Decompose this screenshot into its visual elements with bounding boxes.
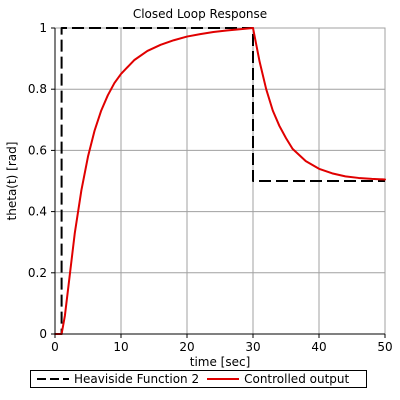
legend-entry-heaviside: Heaviside Function 2 [36, 372, 199, 386]
y-tick-label: 0.8 [28, 82, 47, 96]
y-axis-label: theta(t) [rad] [5, 142, 19, 221]
y-tick-label: 0.6 [28, 143, 47, 157]
x-tick-label: 40 [311, 340, 326, 354]
chart-title: Closed Loop Response [133, 7, 267, 21]
legend-swatch-heaviside [36, 374, 69, 384]
x-tick-label: 50 [377, 340, 392, 354]
y-tick-label: 0 [39, 327, 47, 341]
legend-swatch-controlled-output [206, 374, 240, 384]
series-line-controlled-output [54, 27, 386, 335]
tick-labels: 0 10 20 30 40 50 0 0.2 0.4 0.6 0.8 1 [28, 21, 393, 354]
legend-label-controlled-output: Controlled output [244, 372, 350, 386]
legend: Heaviside Function 2 Controlled output [30, 370, 367, 388]
legend-entry-controlled-output: Controlled output [206, 372, 349, 386]
x-tick-label: 30 [245, 340, 260, 354]
x-tick-label: 20 [179, 340, 194, 354]
y-tick-label: 0.4 [28, 205, 47, 219]
axes [51, 27, 386, 338]
y-tick-label: 0.2 [28, 266, 47, 280]
x-tick-label: 0 [51, 340, 59, 354]
y-tick-label: 1 [39, 21, 47, 35]
x-axis-label: time [sec] [190, 355, 251, 369]
legend-label-heaviside: Heaviside Function 2 [74, 372, 200, 386]
x-tick-label: 10 [113, 340, 128, 354]
